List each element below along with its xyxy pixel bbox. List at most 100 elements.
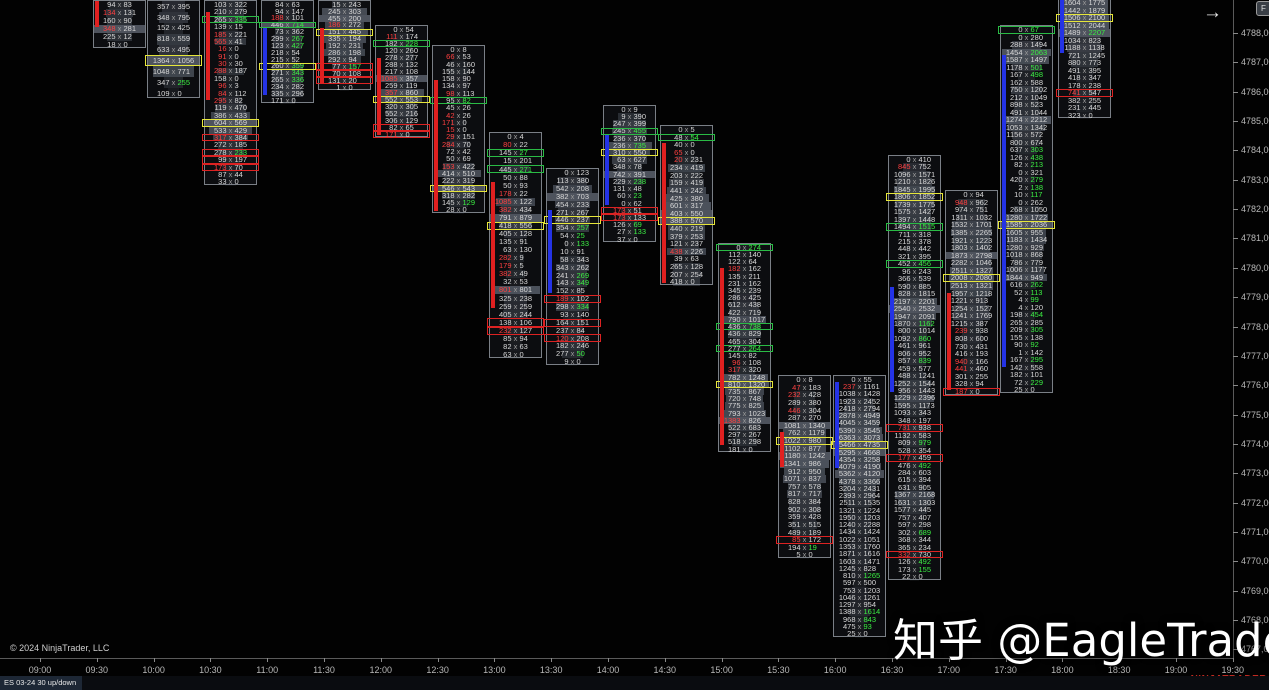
footprint-row: 207 x 254 [661,270,712,279]
bid-volume: 4 [1018,302,1023,312]
bid-volume: 22 [902,572,911,582]
bid-ask-separator: x [684,155,689,165]
scroll-right-arrow-icon[interactable]: → [1203,2,1222,23]
bid-ask-separator: x [399,94,404,104]
volume-heat-shade [442,162,475,171]
footprint-row: 1018 x 868 [1001,251,1052,259]
volume-heat-shade [1020,378,1033,386]
footprint-row: 1383 x 826 [719,417,770,425]
bid-ask-separator: x [802,504,807,514]
ask-volume: 0 [863,629,868,639]
ask-volume: 455 [633,126,647,136]
footprint-row: 0 x 321 [1001,168,1052,176]
bid-ask-separator: x [1024,362,1029,372]
footprint-row: 139 x 15 [205,23,256,31]
corner-f-icon[interactable]: F [1256,1,1269,16]
bid-ask-separator: x [627,205,632,215]
bid-volume: 299 [270,33,284,43]
bid-ask-separator: x [456,66,461,76]
volume-heat-shade [905,230,924,238]
bid-volume: 98 [446,88,455,98]
bid-volume: 192 [327,41,341,51]
ask-volume: 4190 [863,462,881,472]
bid-volume: 237 [555,325,569,335]
ask-volume: 320 [748,365,762,375]
volume-heat-shade [680,148,693,157]
footprint-row: 750 x 1202 [1001,86,1052,94]
ask-volume: 285 [1030,317,1044,327]
ask-volume: 336 [291,75,305,85]
candle-body-bar-blue [890,287,894,392]
footprint-row: 711 x 318 [889,231,940,238]
ask-volume: 213 [1030,160,1044,169]
footprint-row: 302 x 689 [889,529,940,537]
footprint-row: 90 x 92 [1001,341,1052,349]
bid-volume: 245 [612,126,626,136]
footprint-row: 126 x 492 [889,558,940,566]
volume-heat-shade [394,124,409,131]
volume-heat-shade [907,454,922,462]
volume-heat-shade [960,334,983,343]
ask-volume: 885 [918,281,932,291]
bid-volume: 138 [498,317,512,327]
bid-ask-separator: x [969,243,974,253]
footprint-row: 145 x 129 [433,198,484,208]
bid-volume: 612 [727,300,741,310]
bid-volume: 178 [498,188,512,198]
volume-heat-shade [736,265,753,273]
footprint-row: 212 x 1049 [1001,93,1052,101]
volume-heat-shade [667,224,706,233]
bid-volume: 633 [156,45,170,55]
bid-volume: 790 [727,314,741,324]
volume-heat-shade [1020,168,1033,176]
time-tick-label: 15:30 [767,665,790,675]
time-tick-label: 11:30 [313,665,335,675]
candle-body-bar-blue [835,382,839,468]
footprint-row: 45 x 26 [433,104,484,112]
volume-heat-shade [954,304,989,313]
volume-heat-shade [1077,81,1092,89]
bid-ask-separator: x [513,164,518,174]
bid-volume: 222 [441,176,455,186]
time-tick [721,658,723,662]
volume-heat-shade [835,434,884,442]
footprint-row: 84 x 63 [262,1,313,8]
bid-ask-separator: x [912,423,917,433]
bid-volume: 70 [332,68,341,78]
ask-volume: 600 [975,334,989,344]
bid-volume: 134 [102,8,116,18]
ask-volume: 492 [918,460,932,470]
footprint-row: 386 x 433 [205,112,256,120]
bid-ask-separator: x [399,115,404,125]
volume-heat-shade [839,419,880,427]
ask-volume: 243 [918,266,932,276]
bid-volume: 365 [897,542,911,552]
footprint-row: 37 x 0 [604,236,655,243]
footprint-row: 288 x 187 [205,67,256,75]
bid-ask-separator: x [912,192,917,202]
ask-volume: 558 [1030,362,1044,372]
bid-ask-separator: x [570,309,575,319]
bid-volume: 730 [954,341,968,351]
bid-volume: 2197 [893,296,911,306]
bid-ask-separator: x [857,491,862,501]
bid-volume: 1280 [1005,212,1023,222]
volume-heat-shade [433,184,484,192]
ask-volume: 1340 [808,420,826,430]
ask-volume: 129 [462,198,476,208]
volume-heat-shade [562,295,583,303]
ask-volume: 380 [808,397,822,407]
volume-heat-shade [1059,21,1110,29]
tab-es-03-24[interactable]: ES 03-24 30 up/down [0,676,83,690]
footprint-chart: 94 x 83 134 x 131 160 x 90 348 x 281 225 x 12 18 x 0 357 x 3… [93,0,1113,639]
bid-volume: 217 [384,66,398,76]
bid-volume: 491 [1009,107,1023,117]
volume-heat-shade [738,258,751,266]
bid-volume: 750 [1009,85,1023,94]
ask-volume: 189 [808,527,822,537]
volume-heat-shade [225,178,236,186]
ask-volume: 318 [918,229,932,239]
ask-volume: 0 [519,349,524,359]
bid-ask-separator: x [912,281,917,291]
